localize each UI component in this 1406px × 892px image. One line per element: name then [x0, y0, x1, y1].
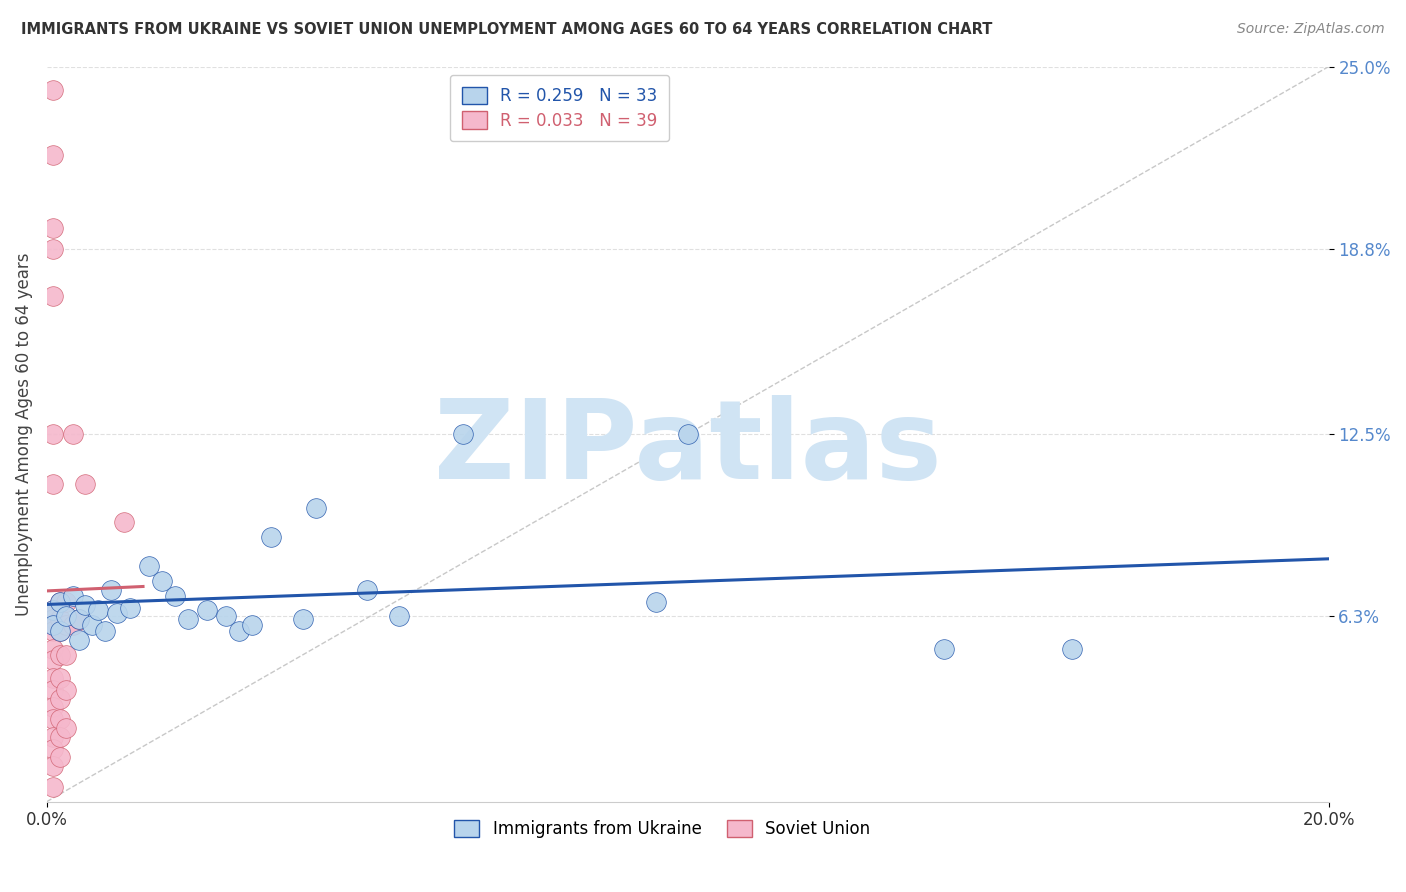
Point — [48, 691, 70, 706]
Point — [42, 477, 65, 491]
Point — [42, 671, 65, 685]
Point — [62, 589, 84, 603]
Point — [80, 618, 103, 632]
Point — [87, 603, 110, 617]
Point — [112, 516, 135, 530]
Point — [48, 712, 70, 726]
Point — [644, 595, 666, 609]
Point — [48, 595, 70, 609]
Point — [55, 618, 77, 632]
Point — [453, 427, 475, 442]
Point — [215, 609, 238, 624]
Point — [42, 741, 65, 756]
Point — [42, 603, 65, 617]
Point — [42, 618, 65, 632]
Point — [676, 427, 699, 442]
Legend: Immigrants from Ukraine, Soviet Union: Immigrants from Ukraine, Soviet Union — [447, 814, 876, 845]
Point — [177, 612, 200, 626]
Point — [150, 574, 173, 588]
Point — [48, 612, 70, 626]
Point — [240, 618, 263, 632]
Point — [42, 83, 65, 97]
Point — [42, 759, 65, 773]
Point — [165, 589, 187, 603]
Point — [48, 750, 70, 764]
Point — [42, 730, 65, 744]
Point — [67, 612, 90, 626]
Point — [42, 242, 65, 256]
Point — [260, 530, 283, 544]
Point — [42, 641, 65, 656]
Point — [75, 477, 97, 491]
Point — [42, 700, 65, 714]
Point — [1062, 641, 1084, 656]
Point — [55, 609, 77, 624]
Point — [48, 595, 70, 609]
Point — [55, 595, 77, 609]
Point — [42, 148, 65, 162]
Point — [67, 632, 90, 647]
Point — [42, 612, 65, 626]
Point — [48, 730, 70, 744]
Point — [305, 500, 328, 515]
Point — [42, 624, 65, 638]
Point — [42, 221, 65, 235]
Point — [42, 653, 65, 667]
Text: ZIPatlas: ZIPatlas — [434, 395, 942, 502]
Point — [42, 682, 65, 697]
Point — [105, 607, 128, 621]
Point — [55, 648, 77, 662]
Y-axis label: Unemployment Among Ages 60 to 64 years: Unemployment Among Ages 60 to 64 years — [15, 252, 32, 615]
Point — [932, 641, 955, 656]
Point — [42, 780, 65, 794]
Point — [120, 600, 142, 615]
Point — [138, 559, 160, 574]
Point — [42, 427, 65, 442]
Point — [48, 648, 70, 662]
Point — [62, 427, 84, 442]
Point — [62, 618, 84, 632]
Point — [42, 712, 65, 726]
Point — [292, 612, 315, 626]
Text: IMMIGRANTS FROM UKRAINE VS SOVIET UNION UNEMPLOYMENT AMONG AGES 60 TO 64 YEARS C: IMMIGRANTS FROM UKRAINE VS SOVIET UNION … — [21, 22, 993, 37]
Point — [48, 624, 70, 638]
Point — [48, 671, 70, 685]
Point — [75, 598, 97, 612]
Point — [55, 682, 77, 697]
Point — [100, 582, 122, 597]
Point — [42, 289, 65, 303]
Point — [93, 624, 115, 638]
Point — [195, 603, 218, 617]
Point — [356, 582, 378, 597]
Point — [67, 612, 90, 626]
Point — [228, 624, 250, 638]
Point — [388, 609, 411, 624]
Point — [48, 624, 70, 638]
Point — [55, 721, 77, 735]
Text: Source: ZipAtlas.com: Source: ZipAtlas.com — [1237, 22, 1385, 37]
Point — [42, 603, 65, 617]
